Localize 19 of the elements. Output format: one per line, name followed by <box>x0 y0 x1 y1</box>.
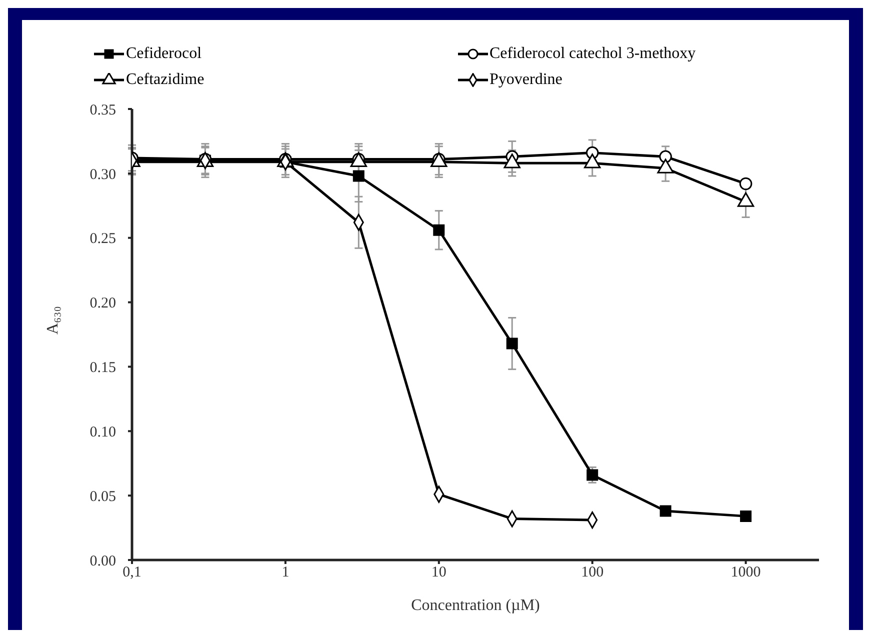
y-tick-label: 0.15 <box>90 360 116 376</box>
y-tick-label: 0.25 <box>90 231 116 248</box>
y-tick-label: 0.00 <box>90 553 116 570</box>
x-tick-label: 1 <box>282 564 290 581</box>
y-tick-label: 0.20 <box>90 296 116 312</box>
x-tick-label: 10 <box>431 564 446 581</box>
x-tick-label: 0,1 <box>122 564 142 581</box>
y-tick-label: 0.05 <box>90 488 116 505</box>
y-tick-label: 0.35 <box>90 102 116 118</box>
y-axis-title: A₆₃₀ <box>44 306 62 334</box>
x-axis-title: Concentration (µM) <box>411 597 540 614</box>
x-tick-label: 1000 <box>730 564 761 581</box>
legend-label: Ceftazidime <box>126 71 204 89</box>
legend-label: Pyoverdine <box>490 71 562 89</box>
y-tick-label: 0.10 <box>90 424 116 440</box>
legend-label: Cefiderocol <box>126 45 202 63</box>
legend-label: Cefiderocol catechol 3-methoxy <box>490 45 696 63</box>
y-tick-label: 0.30 <box>90 166 116 183</box>
x-tick-label: 100 <box>581 564 604 581</box>
